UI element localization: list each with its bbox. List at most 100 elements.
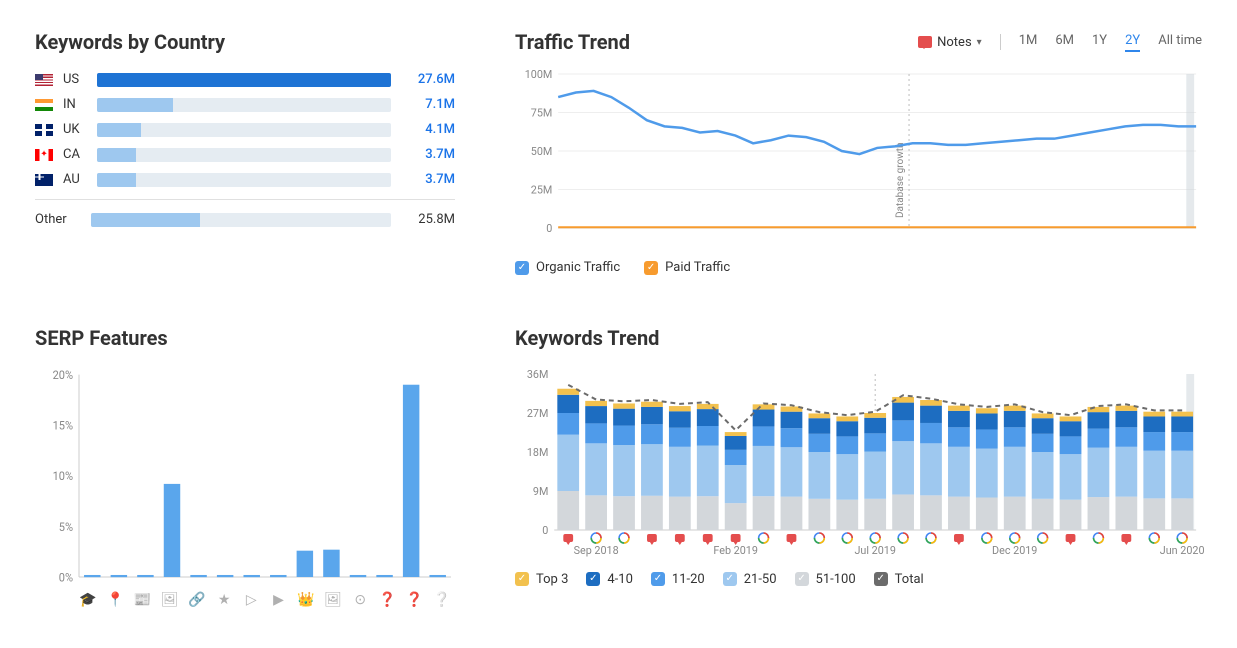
serp-feature-icon[interactable]: 🖼 — [161, 592, 179, 608]
svg-text:Database growth: Database growth — [895, 143, 906, 218]
serp-feature-icon[interactable]: ▷ — [242, 592, 260, 608]
serp-feature-icon[interactable]: ❓ — [378, 592, 396, 608]
keywords-trend-panel: Keywords Trend 09M18M27M36MSep 2018Feb 2… — [515, 326, 1202, 619]
tt-header: Traffic Trend Notes ▾ 1M 6M 1Y 2Y All time — [515, 30, 1202, 54]
kt-chart: 09M18M27M36MSep 2018Feb 2019Jul 2019Dec … — [515, 368, 1202, 558]
range-button[interactable]: 1Y — [1092, 33, 1107, 52]
legend-item[interactable]: ✓51-100 — [795, 572, 856, 587]
serp-feature-icon[interactable]: ❔ — [433, 592, 451, 608]
svg-text:50M: 50M — [531, 145, 553, 158]
kbc-value: 7.1M — [401, 97, 455, 112]
serp-feature-icon[interactable]: 📰 — [133, 592, 151, 608]
serp-title: SERP Features — [35, 326, 455, 350]
flag-icon — [35, 149, 53, 161]
flag-icon — [35, 174, 53, 186]
kbc-other-label: Other — [35, 212, 81, 227]
tt-legend: ✓Organic Traffic ✓Paid Traffic — [515, 260, 1202, 275]
kbc-row[interactable]: UK 4.1M — [35, 122, 455, 137]
legend-label: 11-20 — [672, 572, 705, 587]
legend-label: Paid Traffic — [665, 260, 730, 275]
range-button[interactable]: 2Y — [1125, 33, 1140, 52]
legend-swatch: ✓ — [586, 572, 600, 586]
serp-feature-icon[interactable]: 🎓 — [79, 592, 97, 608]
kt-title: Keywords Trend — [515, 326, 1202, 350]
kbc-value: 27.6M — [401, 72, 455, 87]
flag-icon — [35, 99, 53, 111]
serp-feature-icon[interactable]: 👑 — [297, 592, 315, 608]
flag-icon — [35, 124, 53, 136]
kbc-rows: US27.6MIN7.1MUK4.1MCA3.7MAU3.7M — [35, 72, 455, 187]
country-code: UK — [63, 122, 87, 137]
legend-swatch: ✓ — [874, 572, 888, 586]
serp-feature-icon[interactable]: ❓ — [406, 592, 424, 608]
legend-label: Top 3 — [536, 572, 568, 587]
svg-text:75M: 75M — [531, 106, 553, 119]
notes-label: Notes — [937, 35, 972, 50]
svg-text:Sep 2018: Sep 2018 — [574, 543, 619, 556]
serp-feature-icon[interactable]: 🔗 — [188, 592, 206, 608]
svg-text:10%: 10% — [53, 468, 73, 483]
svg-text:15%: 15% — [53, 418, 73, 433]
kbc-bar-track — [97, 123, 391, 137]
svg-text:27M: 27M — [527, 406, 549, 419]
legend-item[interactable]: ✓ 21-50 — [723, 572, 777, 587]
tt-title: Traffic Trend — [515, 30, 630, 54]
svg-text:Dec 2019: Dec 2019 — [992, 543, 1037, 556]
kbc-value: 3.7M — [401, 172, 455, 187]
legend-item[interactable]: ✓ 4-10 — [586, 572, 633, 587]
kbc-row[interactable]: US 27.6M — [35, 72, 455, 87]
flag-icon — [35, 74, 53, 86]
svg-text:100M: 100M — [525, 68, 553, 81]
svg-text:0%: 0% — [59, 569, 73, 584]
kbc-other-value: 25.8M — [401, 212, 455, 227]
svg-text:20%: 20% — [53, 367, 73, 382]
legend-item[interactable]: ✓ 11-20 — [651, 572, 705, 587]
kbc-row[interactable]: AU3.7M — [35, 172, 455, 187]
svg-text:0: 0 — [546, 222, 552, 235]
kbc-bar-track — [97, 98, 391, 112]
svg-text:Feb 2019: Feb 2019 — [713, 543, 757, 556]
notes-button[interactable]: Notes ▾ — [918, 35, 982, 50]
kbc-row[interactable]: CA 3.7M — [35, 147, 455, 162]
kbc-bar-fill — [97, 73, 391, 87]
serp-feature-icon[interactable]: ⊙ — [351, 592, 369, 608]
traffic-trend-panel: Traffic Trend Notes ▾ 1M 6M 1Y 2Y All time 0… — [515, 30, 1202, 286]
kbc-bar-fill — [97, 123, 141, 137]
legend-swatch: ✓ — [515, 572, 529, 586]
serp-feature-icon[interactable]: 📍 — [106, 592, 124, 608]
legend-label: 4-10 — [607, 572, 633, 587]
tt-divider — [1000, 34, 1001, 50]
range-button[interactable]: 6M — [1055, 33, 1074, 52]
legend-item[interactable]: ✓Organic Traffic — [515, 260, 620, 275]
kbc-value: 4.1M — [401, 122, 455, 137]
serp-feature-icon[interactable]: ▶ — [270, 592, 288, 608]
kbc-bar-track — [97, 173, 391, 187]
legend-item[interactable]: ✓ Total — [874, 572, 924, 587]
country-code: CA — [63, 147, 87, 162]
serp-features-panel: SERP Features 0%5%10%15%20% 🎓📍📰🖼🔗★▷▶👑🖼⊙❓… — [35, 326, 455, 619]
country-code: US — [63, 72, 87, 87]
keywords-by-country-panel: Keywords by Country US 27.6M IN 7.1M UK 4.1M C… — [35, 30, 455, 286]
country-code: IN — [63, 97, 87, 112]
legend-swatch: ✓ — [651, 572, 665, 586]
svg-text:25M: 25M — [531, 183, 553, 196]
svg-text:Jun 2020: Jun 2020 — [1160, 543, 1205, 556]
serp-feature-icon[interactable]: 🖼 — [324, 592, 342, 608]
range-button[interactable]: 1M — [1019, 33, 1038, 52]
legend-label: 21-50 — [744, 572, 777, 587]
kbc-value: 3.7M — [401, 147, 455, 162]
serp-feature-icon[interactable]: ★ — [215, 592, 233, 608]
legend-item[interactable]: ✓ Top 3 — [515, 572, 568, 587]
kbc-row[interactable]: IN 7.1M — [35, 97, 455, 112]
kbc-other-bar-track — [91, 213, 391, 227]
range-button[interactable]: All time — [1158, 33, 1202, 52]
legend-label: 51-100 — [816, 572, 856, 587]
serp-chart: 0%5%10%15%20% — [35, 368, 455, 588]
legend-swatch: ✓ — [723, 572, 737, 586]
legend-label: Total — [895, 572, 924, 587]
kbc-title: Keywords by Country — [35, 30, 455, 54]
svg-text:0: 0 — [542, 523, 548, 536]
legend-item[interactable]: ✓Paid Traffic — [644, 260, 730, 275]
kbc-other-row[interactable]: Other 25.8M — [35, 212, 455, 227]
svg-text:Jul 2019: Jul 2019 — [854, 543, 895, 556]
